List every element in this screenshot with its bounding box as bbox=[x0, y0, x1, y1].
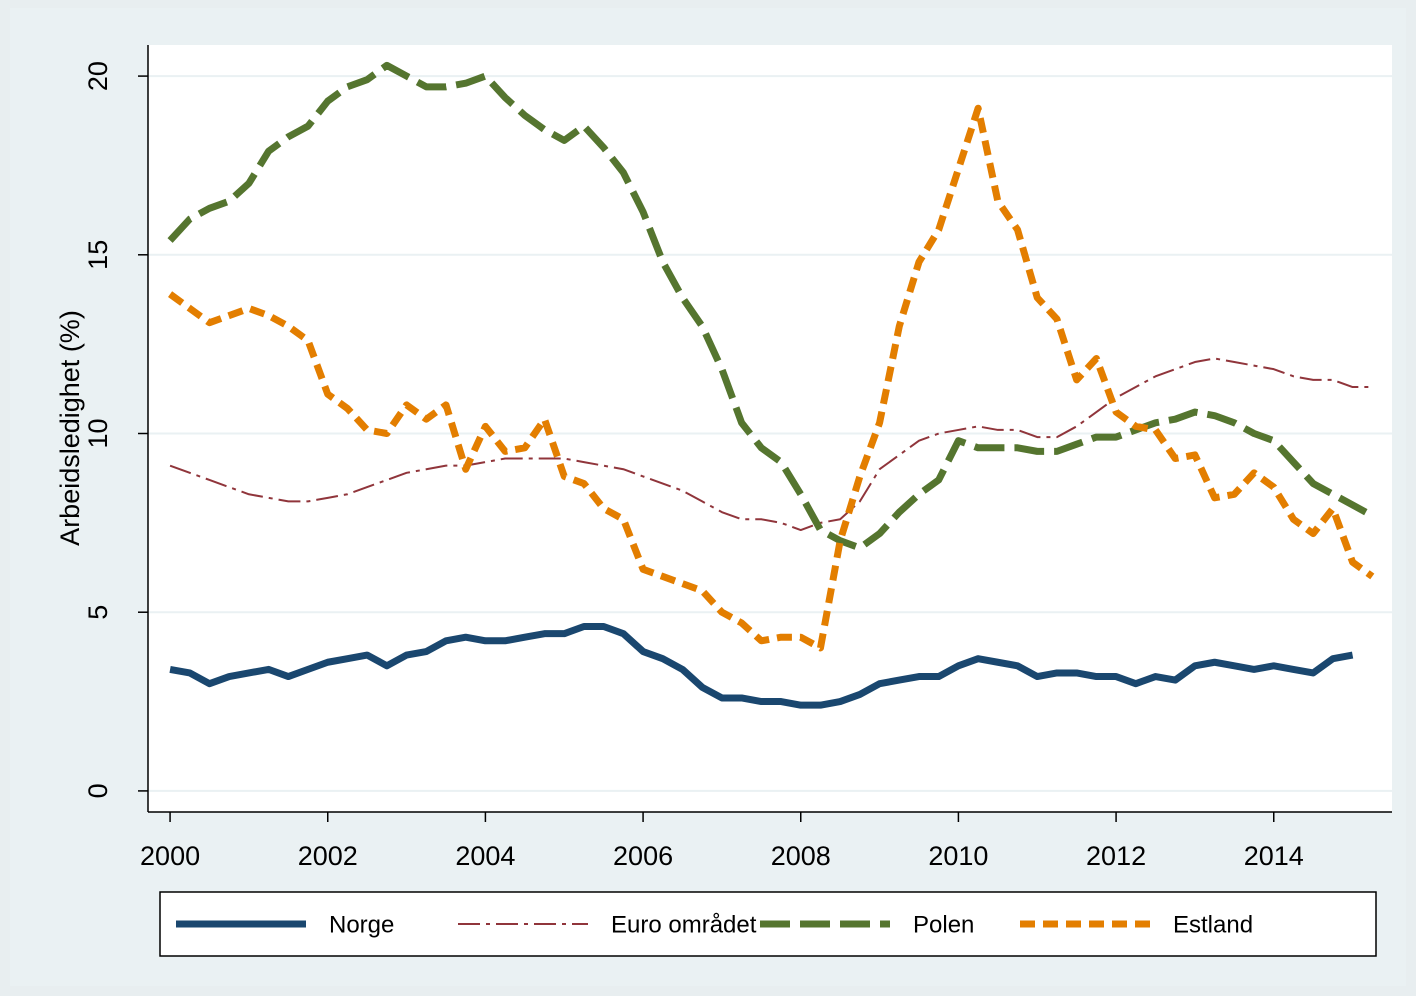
legend-label: Euro området bbox=[611, 911, 757, 938]
legend-label: Polen bbox=[913, 911, 974, 938]
series-line bbox=[168, 104, 1375, 652]
x-tick-label: 2010 bbox=[928, 841, 988, 871]
legend-label: Estland bbox=[1173, 911, 1253, 938]
y-tick-label: 15 bbox=[83, 240, 113, 270]
y-tick-label: 5 bbox=[83, 605, 113, 620]
series-line bbox=[169, 623, 1354, 709]
x-tick-label: 2000 bbox=[140, 841, 200, 871]
x-tick-label: 2004 bbox=[455, 841, 515, 871]
x-tick-label: 2014 bbox=[1244, 841, 1304, 871]
series-line bbox=[169, 357, 1373, 532]
legend-label: Norge bbox=[329, 911, 394, 938]
y-tick-label: 0 bbox=[83, 783, 113, 798]
series-line bbox=[167, 61, 1374, 552]
y-axis-label: Arbeidsledighet (%) bbox=[55, 310, 85, 546]
plot-area bbox=[148, 45, 1392, 812]
x-tick-label: 2006 bbox=[613, 841, 673, 871]
y-tick-label: 20 bbox=[83, 61, 113, 91]
x-tick-label: 2008 bbox=[771, 841, 831, 871]
x-tick-label: 2002 bbox=[298, 841, 358, 871]
x-tick-label: 2012 bbox=[1086, 841, 1146, 871]
y-tick-label: 10 bbox=[83, 418, 113, 448]
